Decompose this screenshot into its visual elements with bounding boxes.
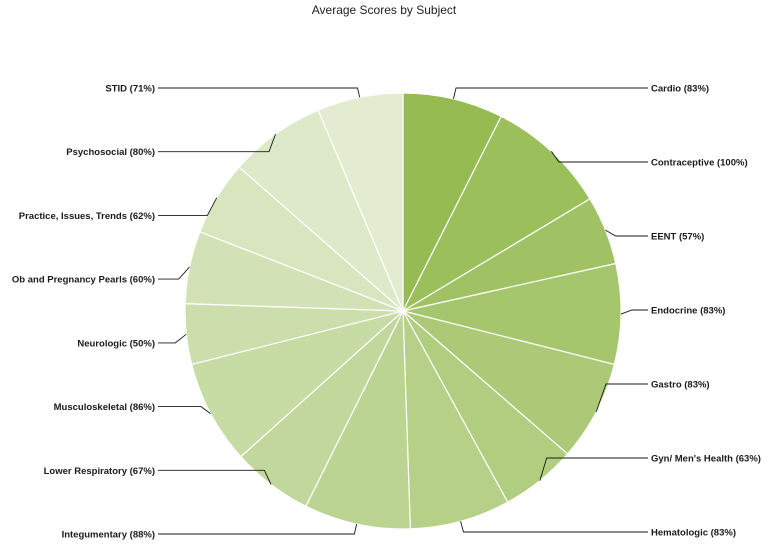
leader-line-hematologic (460, 521, 648, 533)
leader-line-contraceptive (551, 151, 648, 163)
leader-line-gyn-men-s-health (539, 457, 648, 481)
leader-line-lower-respiratory (158, 469, 272, 485)
slice-label-endocrine: Endocrine (83%) (651, 306, 725, 317)
slice-label-contraceptive: Contraceptive (100%) (651, 158, 748, 169)
chart-title: Average Scores by Subject (311, 3, 457, 17)
slice-label-neurologic: Neurologic (50%) (77, 338, 155, 349)
pie-slice-musculoskeletal (190, 310, 404, 458)
leader-line-integumentary (158, 523, 358, 535)
slice-label-integumentary: Integumentary (88%) (62, 530, 155, 541)
slice-label-ob-and-pregnancy-pearls: Ob and Pregnancy Pearls (60%) (12, 275, 155, 286)
pie-slice-stid (317, 92, 404, 312)
leader-line-cardio (453, 87, 648, 100)
pie-slice-endocrine (402, 262, 622, 366)
slice-label-gastro: Gastro (83%) (651, 380, 710, 391)
leader-line-musculoskeletal (158, 406, 211, 414)
leader-line-neurologic (158, 333, 187, 344)
slice-label-cardio: Cardio (83%) (651, 84, 709, 95)
leader-line-psychosocial (158, 134, 276, 153)
leader-line-gastro (595, 383, 648, 413)
leader-line-ob-and-pregnancy-pearls (158, 266, 190, 280)
pie-slice-cardio (402, 92, 503, 312)
slice-label-eent: EENT (57%) (651, 232, 704, 243)
slice-label-hematologic: Hematologic (83%) (651, 528, 736, 539)
slice-label-psychosocial: Psychosocial (80%) (66, 147, 155, 158)
slice-label-stid: STID (71%) (105, 84, 155, 95)
pie-slice-gastro (402, 310, 616, 455)
slice-label-musculoskeletal: Musculoskeletal (86%) (54, 402, 155, 413)
pie-slice-hematologic (402, 310, 509, 530)
pie-labels: Cardio (83%) Contraceptive (100%) EENT (57… (12, 84, 761, 541)
pie-slice-integumentary (305, 310, 411, 530)
pie-leaders (158, 87, 648, 535)
leader-line-practice-issues-trends (158, 197, 218, 216)
leader-line-eent (605, 229, 648, 237)
slice-label-practice-issues-trends: Practice, Issues, Trends (62%) (19, 211, 155, 222)
slice-label-gyn-men-s-health: Gyn/ Men's Health (63%) (651, 454, 761, 465)
leader-line-stid (158, 87, 361, 98)
slice-label-lower-respiratory: Lower Respiratory (67%) (44, 466, 155, 477)
leader-line-endocrine (620, 309, 648, 315)
pie-slices (184, 92, 622, 530)
